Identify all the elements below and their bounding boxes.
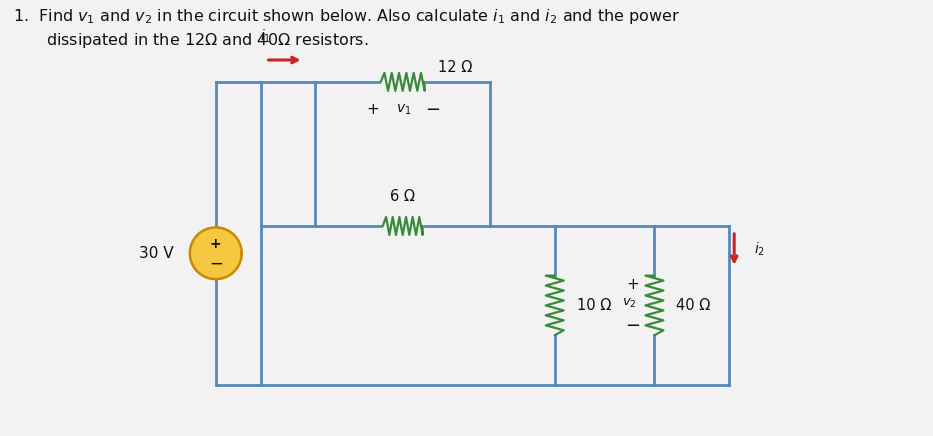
Text: $v_2$: $v_2$ <box>622 297 637 310</box>
Text: 10 Ω: 10 Ω <box>577 298 611 313</box>
Text: $v_1$: $v_1$ <box>396 102 411 117</box>
Text: 40 Ω: 40 Ω <box>676 298 711 313</box>
Text: −: − <box>425 101 440 119</box>
Text: dissipated in the 12$\Omega$ and 40$\Omega$ resistors.: dissipated in the 12$\Omega$ and 40$\Ome… <box>47 31 369 50</box>
Text: −: − <box>209 254 223 272</box>
Text: +: + <box>367 102 379 117</box>
Text: $i_1$: $i_1$ <box>260 28 272 45</box>
Text: +: + <box>626 277 639 292</box>
Polygon shape <box>189 228 242 279</box>
Text: $i_2$: $i_2$ <box>754 241 765 258</box>
Text: 30 V: 30 V <box>139 246 174 261</box>
Text: 1.  Find $v_1$ and $v_2$ in the circuit shown below. Also calculate $i_1$ and $i: 1. Find $v_1$ and $v_2$ in the circuit s… <box>13 7 680 26</box>
Text: −: − <box>625 317 640 335</box>
Text: 12 Ω: 12 Ω <box>438 61 472 75</box>
Text: +: + <box>210 237 221 251</box>
Text: 6 Ω: 6 Ω <box>390 189 415 204</box>
